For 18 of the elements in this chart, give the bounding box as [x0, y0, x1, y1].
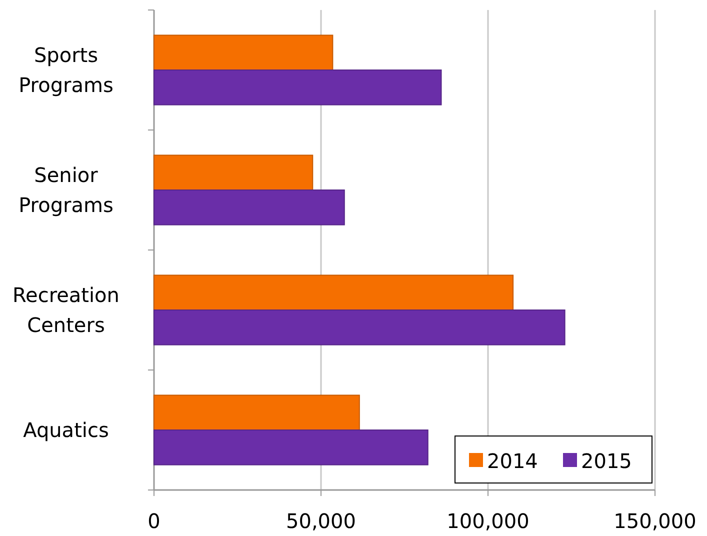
bar — [154, 154, 314, 190]
bar — [154, 394, 360, 430]
bar — [154, 430, 428, 466]
y-tick-label: Senior Programs — [18, 163, 114, 217]
bar — [154, 310, 566, 346]
x-tick-label: 50,000 — [286, 509, 356, 533]
x-tick-label: 100,000 — [446, 509, 530, 533]
bar — [154, 70, 442, 106]
legend-label: 2015 — [581, 449, 632, 473]
y-tick-label: Aquatics — [23, 418, 109, 442]
bar — [154, 274, 514, 310]
x-tick-label: 150,000 — [614, 509, 696, 533]
bar — [154, 34, 334, 70]
x-tick-label: 0 — [148, 509, 160, 533]
legend-label: 2014 — [487, 449, 538, 473]
bar — [154, 190, 345, 226]
y-tick-label: Sports Programs — [18, 43, 114, 97]
y-tick-label: Recreation Centers — [12, 283, 120, 337]
